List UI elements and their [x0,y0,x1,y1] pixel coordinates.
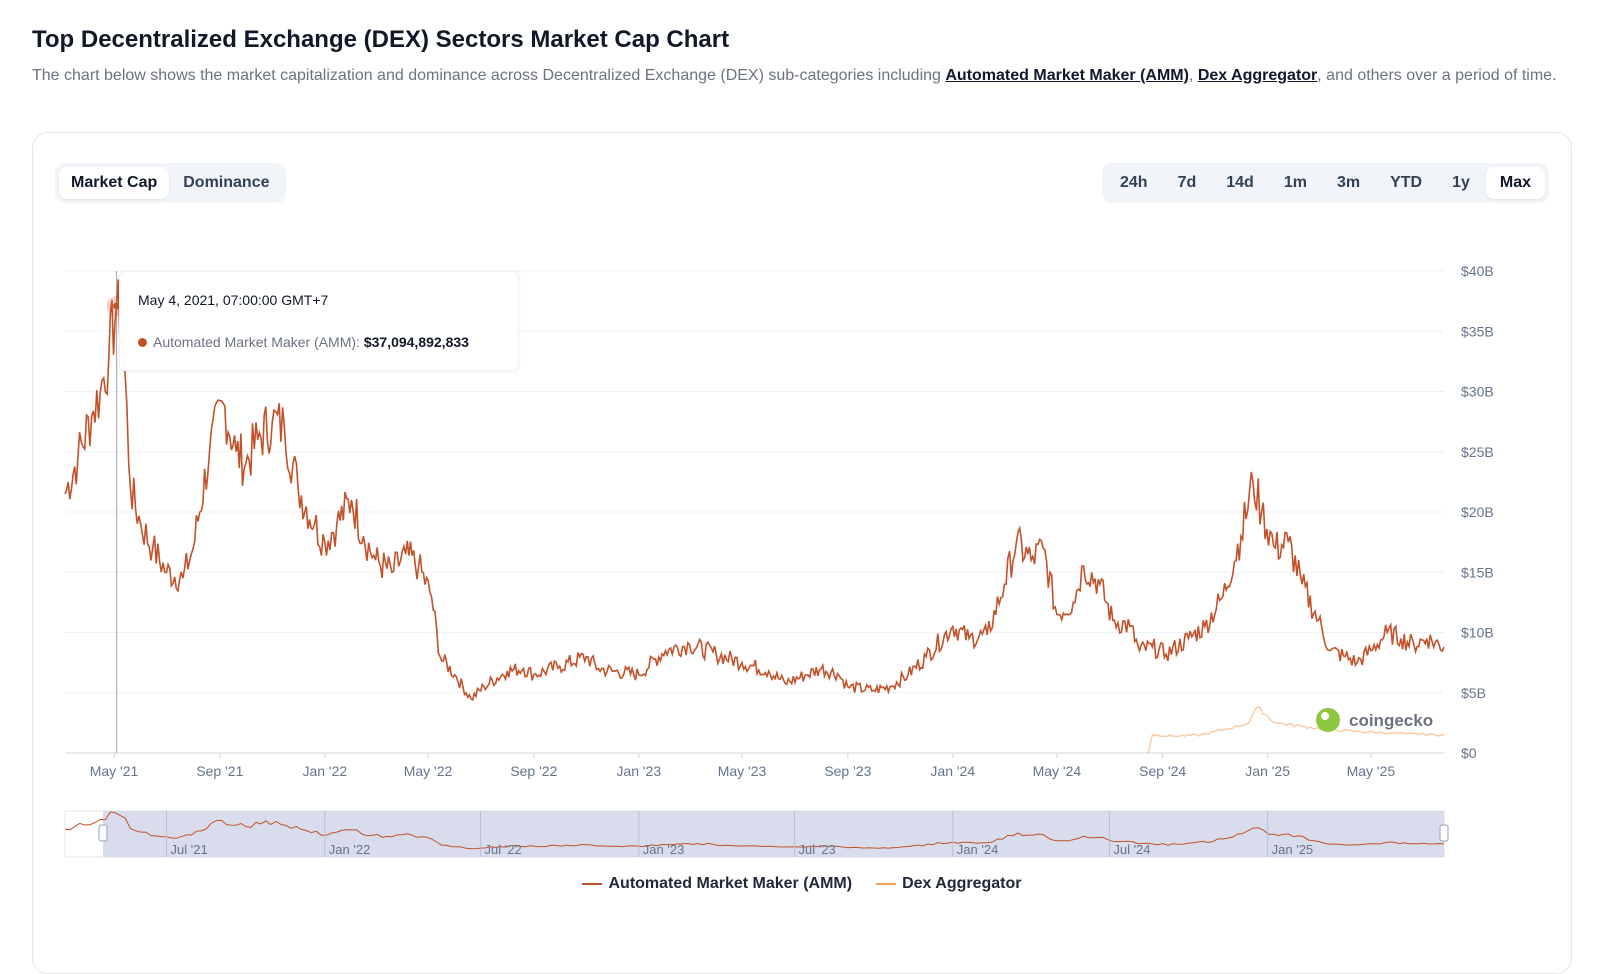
tooltip-date: May 4, 2021, 07:00:00 GMT+7 [138,292,329,308]
x-tick-label: Sep '23 [824,763,871,779]
navigator-selection [103,811,1444,857]
tooltip-series: Automated Market Maker (AMM): [153,334,360,350]
x-tick-label: May '21 [90,763,139,779]
y-tick-label: $25B [1461,444,1494,460]
time-range-toggle: 24h 7d 14d 1m 3m YTD 1y Max [1102,163,1549,203]
navigator-label: Jul '24 [1113,842,1150,857]
chart-tooltip: May 4, 2021, 07:00:00 GMT+7 Automated Ma… [119,271,519,371]
range-7d-button[interactable]: 7d [1177,174,1197,191]
navigator-label: Jan '22 [329,842,371,857]
y-tick-label: $15B [1461,564,1494,580]
x-tick-label: May '22 [404,763,453,779]
range-max-button[interactable]: Max [1485,167,1545,199]
range-1y-button[interactable]: 1y [1452,174,1470,191]
x-tick-label: Sep '21 [196,763,243,779]
navigator-label: Jul '23 [799,842,836,857]
tooltip-row: Automated Market Maker (AMM): $37,094,89… [138,334,469,350]
hover-point [113,302,121,310]
x-tick-label: May '23 [718,763,767,779]
navigator-line [64,811,1445,850]
legend-swatch-amm [582,883,603,885]
series-line-amm [64,279,1445,702]
page-title: Top Decentralized Exchange (DEX) Sectors… [32,26,730,53]
x-tick-label: May '25 [1347,763,1396,779]
x-tick-label: Jan '24 [930,763,975,779]
coingecko-logo-icon [1316,708,1340,732]
series-dot-icon [138,338,147,347]
navigator-label: Jan '24 [957,842,999,857]
dex-aggregator-link[interactable]: Dex Aggregator [1197,67,1318,84]
legend-item-aggregator[interactable]: Dex Aggregator [876,875,1022,893]
y-tick-label: $20B [1461,504,1494,520]
x-tick-label: May '24 [1033,763,1082,779]
amm-link[interactable]: Automated Market Maker (AMM) [945,67,1189,84]
page-description: The chart below shows the market capital… [32,67,1557,84]
chart-card: Market Cap Dominance 24h 7d 14d 1m 3m YT… [32,132,1572,974]
navigator-label: Jul '22 [485,842,522,857]
legend-swatch-aggregator [876,883,897,885]
y-tick-label: $30B [1461,384,1494,400]
x-tick-label: Jan '23 [616,763,661,779]
y-tick-label: $10B [1461,625,1494,641]
x-tick-label: Jan '22 [302,763,347,779]
navigator-label: Jan '23 [643,842,685,857]
navigator-label: Jul '21 [171,842,208,857]
range-3m-button[interactable]: 3m [1336,174,1361,191]
tab-market-cap[interactable]: Market Cap [59,167,170,199]
navigator-right-handle[interactable] [1439,824,1449,842]
tab-dominance[interactable]: Dominance [183,174,270,191]
range-24h-button[interactable]: 24h [1120,174,1148,191]
y-tick-label: $0 [1461,745,1477,761]
x-tick-label: Sep '24 [1139,763,1186,779]
y-tick-label: $40B [1461,263,1494,279]
market-cap-chart[interactable]: $0 $5B $10B $15B $20B $25B $30B $35B $40B May '21… [33,213,1571,873]
y-tick-label: $35B [1461,323,1494,339]
range-1m-button[interactable]: 1m [1283,174,1307,191]
range-14d-button[interactable]: 14d [1226,174,1254,191]
tooltip-value: $37,094,892,833 [363,334,469,350]
navigator-left-handle[interactable] [98,824,108,842]
x-tick-label: Sep '22 [510,763,557,779]
x-tick-label: Jan '25 [1245,763,1290,779]
coingecko-logo-eye-icon [1321,712,1329,720]
range-ytd-button[interactable]: YTD [1390,174,1423,191]
watermark-text: coingecko [1349,711,1433,730]
view-toggle: Market Cap Dominance [55,163,286,203]
chart-legend: Automated Market Maker (AMM) Dex Aggrega… [33,875,1571,893]
navigator-label: Jan '25 [1272,842,1314,857]
series-line-dex-aggregator [1147,706,1445,754]
legend-item-amm[interactable]: Automated Market Maker (AMM) [582,875,852,893]
y-tick-label: $5B [1461,685,1486,701]
